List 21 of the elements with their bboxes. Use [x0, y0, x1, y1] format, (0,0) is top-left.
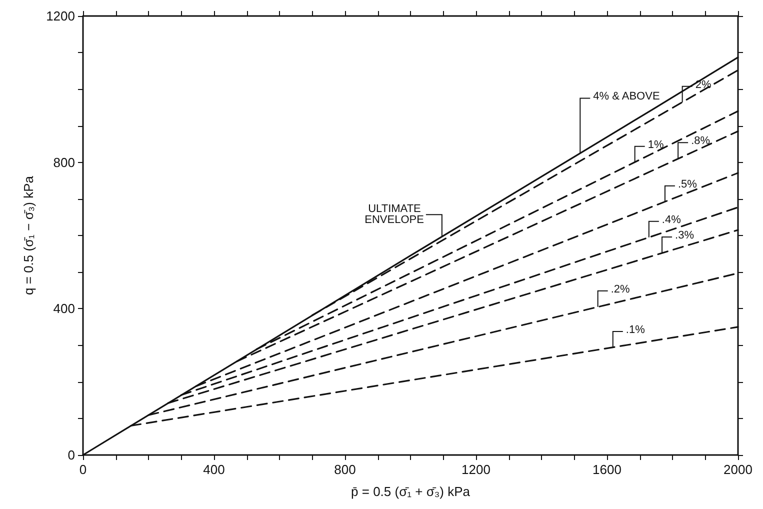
- x-tick-label: 1600: [592, 462, 622, 477]
- x-tick-label: 2000: [724, 462, 752, 477]
- annotation: .1%: [626, 324, 646, 336]
- y-tick-label: 0: [68, 448, 75, 462]
- x-axis-title: p̄ = 0.5 (σ̄₁ + σ̄₃) kPa: [351, 484, 471, 499]
- annotation: 1%: [648, 138, 664, 151]
- x-tick-label: 400: [203, 462, 225, 477]
- y-tick-label: 1200: [46, 8, 75, 24]
- annotation: 4% & ABOVE: [593, 90, 660, 103]
- annotation: .8%: [691, 135, 710, 148]
- annotation: .2%: [610, 283, 630, 296]
- annotation: ULTIMATE ENVELOPE: [364, 203, 424, 226]
- y-tick-label: 400: [53, 301, 75, 316]
- y-tick-label: 800: [53, 154, 75, 170]
- annotation: .3%: [675, 230, 694, 242]
- x-tick-label: 800: [334, 462, 356, 477]
- annotation: .4%: [662, 214, 682, 226]
- x-tick-label: 0: [79, 462, 87, 477]
- y-axis-title: q = 0.5 (σ̄₁ − σ̄₃) kPa: [21, 175, 36, 295]
- x-tick-label: 1200: [462, 462, 490, 477]
- annotation: .5%: [678, 178, 698, 190]
